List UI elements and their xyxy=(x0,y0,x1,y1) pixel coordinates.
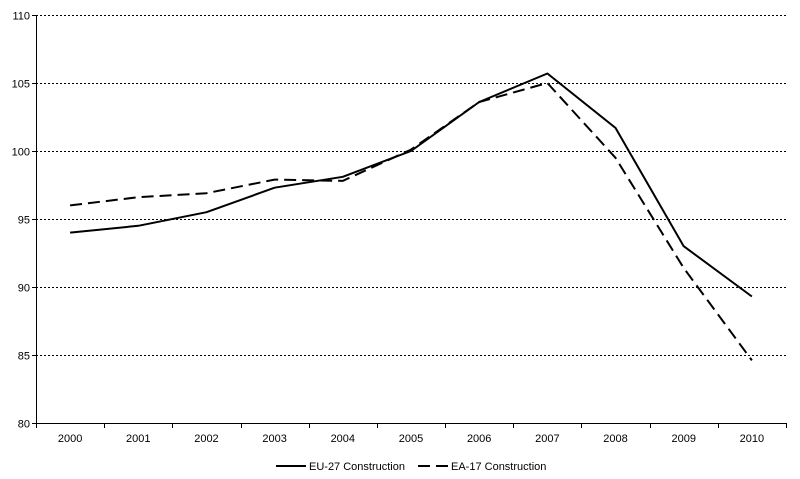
y-tick-label: 100 xyxy=(12,147,30,159)
x-tick-label: 2007 xyxy=(535,433,559,445)
legend-label: EA-17 Construction xyxy=(451,461,546,473)
x-tick-label: 2009 xyxy=(671,433,695,445)
x-tick-label: 2001 xyxy=(126,433,150,445)
axes xyxy=(32,15,787,428)
x-tick-labels: 2000 2001 2002 2003 2004 2005 2006 2007 2008 2009… xyxy=(58,433,764,445)
x-tick-label: 2005 xyxy=(399,433,423,445)
series-line-1 xyxy=(70,72,753,298)
y-tick-label: 80 xyxy=(18,419,30,431)
y-tick-label: 110 xyxy=(12,11,30,23)
y-tick-labels: 80 85 90 95 100 105 110 xyxy=(12,11,30,431)
y-tick-label: 105 xyxy=(12,79,30,91)
x-tick-label: 2002 xyxy=(194,433,218,445)
series-line-2 xyxy=(69,82,753,361)
y-tick-label: 90 xyxy=(18,283,30,295)
x-tick-label: 2008 xyxy=(603,433,627,445)
y-tick-label: 85 xyxy=(18,351,30,363)
gridlines xyxy=(36,15,786,356)
legend-label: EU-27 Construction xyxy=(309,461,405,473)
x-tick-label: 2006 xyxy=(467,433,491,445)
legend: EU-27 Construction EA-17 Construction xyxy=(276,461,546,473)
x-tick-label: 2010 xyxy=(740,433,764,445)
x-tick-label: 2004 xyxy=(331,433,355,445)
x-tick-label: 2003 xyxy=(262,433,286,445)
data-series xyxy=(69,72,753,361)
legend-item-1: EU-27 Construction xyxy=(276,461,405,473)
legend-item-2: EA-17 Construction xyxy=(418,461,546,473)
x-tick-label: 2000 xyxy=(58,433,82,445)
y-tick-label: 95 xyxy=(18,215,30,227)
